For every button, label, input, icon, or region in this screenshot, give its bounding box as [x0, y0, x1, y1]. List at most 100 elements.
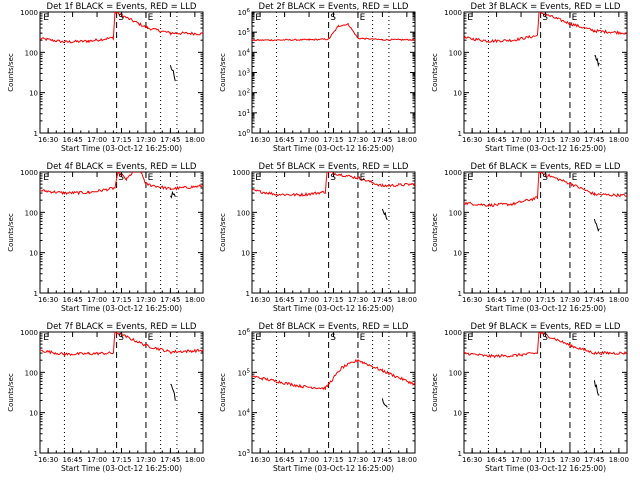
y-tick-label: 1000 [444, 169, 462, 177]
lld-series-line [464, 172, 627, 207]
y-tick-label: 104 [238, 409, 251, 418]
y-tick-label: 1 [34, 130, 38, 138]
x-tick-label: 17:15 [323, 456, 343, 464]
y-tick-label: 105 [238, 368, 251, 377]
x-axis-label: Start Time (03-Oct-12 16:25:00) [273, 144, 394, 153]
y-axis-label: Counts/sec [7, 373, 15, 412]
x-tick-label: 17:00 [87, 136, 107, 144]
lld-series-line [464, 12, 627, 44]
interval-marker: E [43, 13, 49, 23]
x-tick-label: 17:00 [87, 456, 107, 464]
y-tick-label: 10 [29, 410, 38, 418]
x-tick-label: 16:45 [487, 456, 507, 464]
x-tick-label: 17:15 [535, 456, 555, 464]
x-axis-label: Start Time (03-Oct-12 16:25:00) [485, 144, 606, 153]
interval-marker: E [43, 173, 49, 183]
x-tick-label: 17:00 [511, 136, 531, 144]
x-tick-label: 17:45 [372, 296, 392, 304]
x-tick-label: 17:00 [511, 296, 531, 304]
x-tick-label: 17:45 [160, 296, 180, 304]
y-tick-label: 1 [458, 290, 462, 298]
panel-title: Det 5f BLACK = Events, RED = LLD [259, 162, 409, 172]
x-tick-label: 17:45 [584, 456, 604, 464]
y-tick-label: 100 [237, 209, 250, 217]
lld-series-line [40, 332, 203, 358]
y-tick-label: 100 [238, 129, 251, 138]
x-tick-label: 17:30 [560, 296, 580, 304]
interval-marker: S [118, 173, 124, 183]
y-axis-label: Counts/sec [7, 213, 15, 252]
panel-title: Det 6f BLACK = Events, RED = LLD [471, 162, 621, 172]
interval-marker: S [542, 13, 548, 23]
x-tick-label: 17:15 [111, 136, 131, 144]
y-tick-label: 10 [453, 410, 462, 418]
x-tick-label: 17:15 [323, 136, 343, 144]
x-tick-label: 18:00 [185, 296, 205, 304]
x-tick-label: 17:15 [323, 296, 343, 304]
interval-marker: E [43, 333, 49, 343]
events-series-line [169, 65, 176, 82]
y-tick-label: 1000 [20, 329, 38, 337]
y-tick-label: 106 [238, 8, 251, 17]
interval-marker: S [118, 333, 124, 343]
x-tick-label: 16:45 [63, 136, 83, 144]
interval-marker: E [360, 13, 366, 23]
detector-panel-8: Det 8f BLACK = Events, RED = LLD 103 104 10… [219, 322, 417, 473]
x-tick-label: 18:00 [397, 136, 417, 144]
events-series-line [593, 380, 600, 396]
y-tick-label: 1 [458, 130, 462, 138]
x-tick-label: 17:15 [111, 456, 131, 464]
x-tick-label: 16:30 [462, 296, 482, 304]
lld-series-line [252, 172, 415, 197]
x-tick-label: 17:00 [299, 456, 319, 464]
x-tick-label: 18:00 [185, 136, 205, 144]
panel-title: Det 4f BLACK = Events, RED = LLD [47, 162, 197, 172]
x-tick-label: 17:45 [372, 456, 392, 464]
x-tick-label: 16:45 [63, 296, 83, 304]
y-tick-label: 1000 [444, 329, 462, 337]
x-tick-label: 16:30 [250, 456, 270, 464]
interval-marker: E [360, 173, 366, 183]
x-tick-label: 16:45 [275, 296, 295, 304]
x-tick-label: 16:30 [462, 136, 482, 144]
x-tick-label: 17:45 [584, 136, 604, 144]
x-axis-label: Start Time (03-Oct-12 16:25:00) [485, 464, 606, 473]
interval-marker: E [255, 13, 261, 23]
y-tick-label: 100 [25, 209, 38, 217]
x-tick-label: 16:45 [275, 456, 295, 464]
detector-panel-2: Det 2f BLACK = Events, RED = LLD 100 101 10… [219, 2, 417, 153]
y-tick-label: 10 [29, 90, 38, 98]
interval-marker: E [360, 333, 366, 343]
x-tick-label: 18:00 [609, 136, 629, 144]
interval-marker: E [148, 13, 154, 23]
y-axis-label: Counts/sec [431, 373, 439, 412]
y-tick-label: 10 [29, 250, 38, 258]
interval-marker: E [572, 173, 578, 183]
events-series-line [170, 383, 176, 401]
detector-panel-5: Det 5f BLACK = Events, RED = LLD 1 10 100 10… [219, 162, 417, 313]
interval-marker: E [148, 173, 154, 183]
x-tick-label: 18:00 [185, 456, 205, 464]
x-tick-label: 17:30 [348, 296, 368, 304]
x-axis-label: Start Time (03-Oct-12 16:25:00) [61, 304, 182, 313]
x-tick-label: 16:30 [250, 136, 270, 144]
y-tick-label: 1 [34, 290, 38, 298]
interval-marker: E [148, 333, 154, 343]
interval-marker: E [467, 13, 473, 23]
y-axis-label: Counts/sec [219, 213, 227, 252]
x-tick-label: 18:00 [609, 296, 629, 304]
x-tick-label: 16:45 [63, 456, 83, 464]
detector-panel-1: Det 1f BLACK = Events, RED = LLD 1 10 100 10… [7, 2, 205, 153]
x-tick-label: 17:30 [136, 136, 156, 144]
x-tick-label: 17:45 [160, 456, 180, 464]
y-tick-label: 106 [238, 328, 251, 337]
events-series-line [381, 398, 388, 408]
x-tick-label: 16:30 [38, 296, 58, 304]
interval-marker: E [572, 13, 578, 23]
interval-marker: S [330, 13, 336, 23]
y-axis-label: Counts/sec [431, 213, 439, 252]
x-tick-label: 16:45 [487, 296, 507, 304]
y-tick-label: 1000 [444, 9, 462, 17]
y-tick-label: 102 [238, 89, 250, 98]
lld-series-line [252, 358, 415, 391]
